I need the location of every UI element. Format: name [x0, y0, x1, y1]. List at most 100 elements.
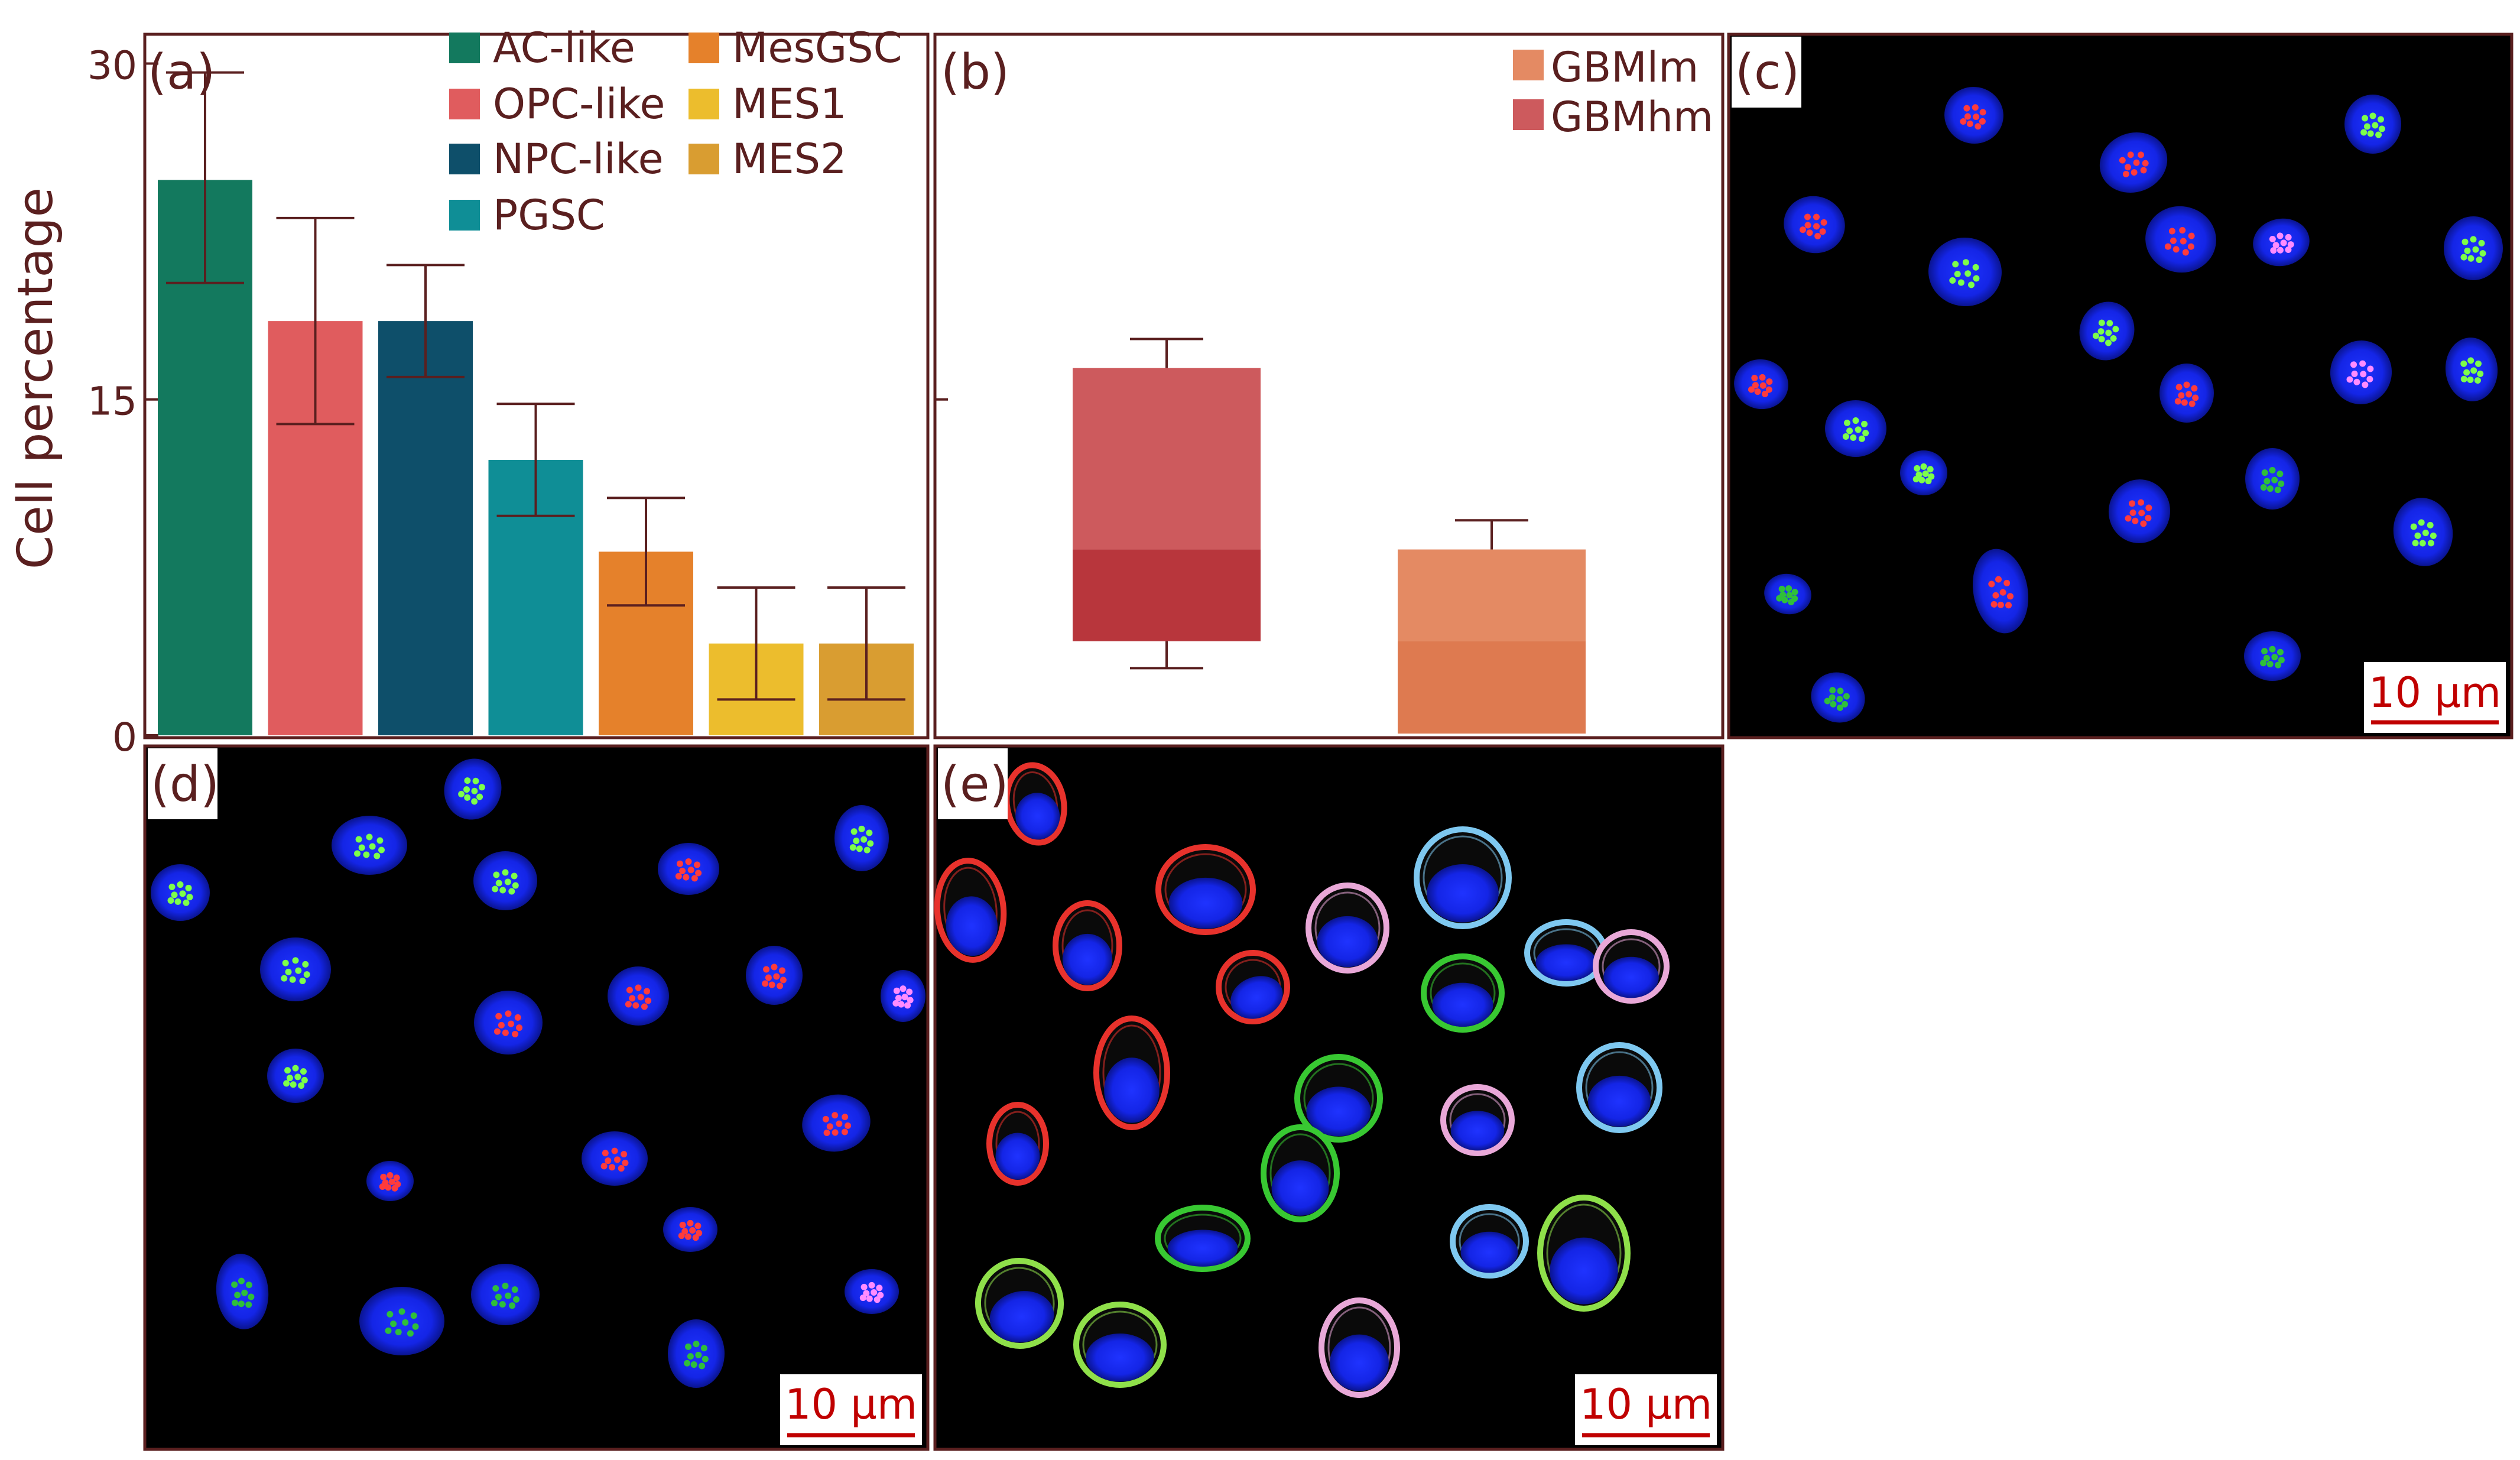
legend-swatch — [1513, 99, 1544, 130]
nucleus — [1825, 400, 1886, 457]
nucleus — [1900, 450, 1947, 495]
cell — [986, 1102, 1049, 1186]
panel-d-scale-bar-text: 10 μm — [785, 1380, 917, 1429]
panel-e: (e) 10 μm — [933, 744, 1725, 1451]
nucleus — [267, 1049, 324, 1103]
cell — [1421, 953, 1505, 1033]
nucleus — [151, 864, 210, 921]
nucleus — [260, 937, 331, 1001]
legend-label: NPC-like — [493, 135, 664, 183]
cell — [1524, 919, 1608, 987]
nucleus — [471, 1264, 540, 1325]
nucleus — [608, 966, 669, 1026]
nucleus — [2145, 206, 2216, 273]
nucleus — [1784, 196, 1845, 254]
nucleus — [668, 1319, 725, 1388]
box-lower — [1073, 549, 1261, 641]
panel-e-label-bg — [938, 748, 1008, 819]
cell — [1306, 883, 1389, 974]
panel-d-label-bg — [148, 748, 217, 819]
legend-label: MES1 — [732, 80, 847, 128]
nucleus — [473, 851, 537, 910]
box-upper — [1073, 368, 1261, 550]
nucleus — [881, 970, 925, 1022]
bar-npc-like — [378, 321, 473, 735]
nucleus — [2079, 301, 2135, 361]
y-tick-label: 30 — [87, 43, 137, 88]
legend-swatch — [449, 33, 480, 63]
panel-c-scale-bar-text: 10 μm — [2369, 669, 2501, 717]
cell — [1216, 950, 1290, 1024]
panel-a: 0 15 30 AC-like OPC-like NPC-like PGSC MesGSC M… — [87, 24, 930, 760]
legend-label: OPC-like — [493, 80, 665, 128]
box-upper — [1398, 549, 1586, 641]
nucleus — [1928, 237, 2002, 307]
panel-c-label-bg — [1732, 37, 1801, 108]
cell — [1440, 1084, 1515, 1156]
cell — [1155, 844, 1256, 935]
panel-b-frame — [933, 33, 1725, 739]
panel-label-b: (b) — [941, 44, 1009, 100]
cell — [1414, 826, 1512, 929]
cell — [1576, 1042, 1662, 1133]
nucleus — [332, 816, 407, 875]
nucleus — [2159, 364, 2214, 423]
panel-label-c: (c) — [1735, 44, 1800, 100]
legend-swatch — [689, 144, 719, 174]
legend-swatch — [689, 89, 719, 119]
legend-swatch — [449, 89, 480, 119]
panel-e-cells — [934, 762, 1670, 1398]
legend-label: MesGSC — [732, 24, 902, 72]
nucleus — [2393, 498, 2453, 566]
y-axis-label: Cell percentage — [8, 187, 64, 569]
nucleus — [845, 1269, 899, 1314]
cell — [1155, 1205, 1251, 1272]
panel-c-nuclei — [1734, 86, 2503, 723]
cell — [1073, 1302, 1167, 1388]
nucleus — [1764, 573, 1811, 615]
nucleus — [2108, 479, 2171, 543]
nucleus — [2444, 216, 2503, 280]
cell — [1093, 1015, 1170, 1130]
nucleus — [2253, 218, 2310, 267]
nucleus — [1734, 359, 1788, 410]
cell — [1537, 1195, 1631, 1312]
legend-label: GBMlm — [1551, 43, 1699, 92]
nucleus — [802, 1094, 871, 1152]
legend-swatch — [689, 33, 719, 63]
legend-swatch — [1513, 50, 1544, 80]
panel-a-legend: AC-like OPC-like NPC-like PGSC MesGSC MES1 MES… — [449, 24, 902, 239]
nucleus — [746, 946, 803, 1005]
nucleus — [366, 1161, 414, 1201]
cell — [1053, 900, 1122, 991]
cell — [934, 858, 1007, 963]
y-tick-label: 15 — [87, 379, 137, 424]
nucleus — [2344, 95, 2401, 154]
nucleus — [582, 1131, 648, 1186]
nucleus — [474, 991, 543, 1055]
box-lower — [1398, 641, 1586, 734]
panel-b-boxes — [1073, 338, 1586, 734]
cell — [1261, 1124, 1340, 1222]
nucleus — [1944, 86, 2003, 144]
cell — [1593, 929, 1670, 1004]
cell — [1450, 1204, 1529, 1279]
y-tick-label: 0 — [112, 715, 137, 760]
nucleus — [2245, 448, 2300, 510]
panel-d-image — [143, 744, 930, 1451]
panel-d-nuclei — [151, 758, 925, 1388]
nucleus — [2330, 340, 2392, 404]
panel-d: (d) 10 μm — [143, 744, 930, 1451]
nucleus — [1973, 549, 2028, 634]
legend-label: PGSC — [493, 191, 605, 239]
panel-label-d: (d) — [151, 757, 219, 813]
panel-c: (c) 10 μm — [1727, 33, 2513, 739]
nucleus — [216, 1254, 269, 1329]
nucleus — [834, 805, 889, 871]
legend-swatch — [449, 200, 480, 231]
nucleus — [2244, 631, 2301, 681]
panel-e-scale-bar-text: 10 μm — [1580, 1380, 1712, 1429]
